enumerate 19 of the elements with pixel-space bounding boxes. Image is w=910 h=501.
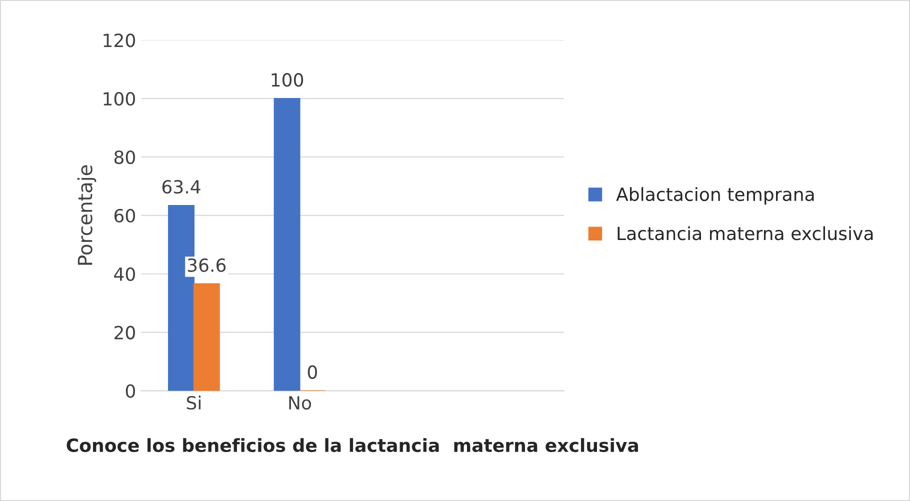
data-label: 63.4 (162, 180, 200, 194)
data-label: 100 (272, 73, 304, 87)
y-tick-label: 0 (126, 384, 135, 398)
bar (274, 98, 300, 391)
x-axis-title: Conoce los beneficios de la lactancia materna exclusiva (66, 438, 638, 452)
y-tick-label: 60 (114, 208, 135, 223)
bar (193, 283, 220, 391)
legend-label: Ablactacion temprana (616, 187, 814, 205)
data-label: 36.6 (188, 258, 226, 272)
y-axis-title: Porcentaje (77, 165, 96, 265)
y-tick-label: 100 (104, 92, 135, 106)
y-tick-label: 80 (114, 150, 135, 164)
x-tick-label: No (289, 396, 312, 410)
x-tick-label: Si (186, 396, 200, 410)
y-tick-label: 20 (114, 326, 135, 340)
data-label: 0 (308, 365, 317, 379)
y-tick-label: 120 (104, 34, 135, 48)
legend-label: Lactancia materna exclusiva (618, 226, 873, 240)
y-tick-label: 40 (114, 267, 135, 281)
